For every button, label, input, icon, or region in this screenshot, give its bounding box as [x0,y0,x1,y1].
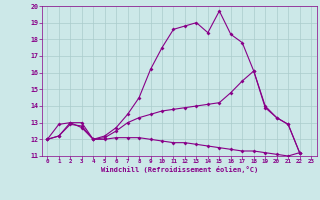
X-axis label: Windchill (Refroidissement éolien,°C): Windchill (Refroidissement éolien,°C) [100,166,258,173]
